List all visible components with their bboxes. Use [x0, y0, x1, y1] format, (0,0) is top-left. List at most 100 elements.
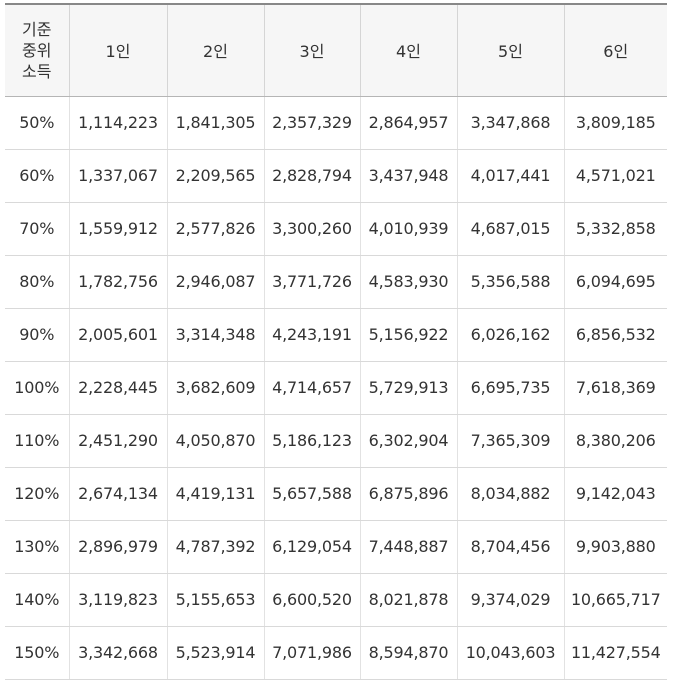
column-header-6-person: 6인 — [563, 3, 667, 97]
column-header-3-person: 3인 — [263, 3, 360, 97]
table-row: 60% 1,337,067 2,209,565 2,828,794 3,437,948 4… — [5, 149, 667, 203]
corner-header-cell: 기준 중위 소득 — [5, 3, 69, 97]
income-value-cell: 9,374,029 — [456, 573, 564, 627]
column-header-5-person: 5인 — [456, 3, 564, 97]
income-value-cell: 1,841,305 — [166, 96, 264, 150]
table-row: 50% 1,114,223 1,841,305 2,357,329 2,864,957 3… — [5, 96, 667, 150]
income-value-cell: 3,314,348 — [166, 308, 264, 362]
row-label-cell: 120% — [5, 467, 69, 521]
income-value-cell: 3,347,868 — [456, 96, 564, 150]
income-value-cell: 3,809,185 — [563, 96, 667, 150]
row-label-cell: 100% — [5, 361, 69, 415]
row-label-cell: 50% — [5, 96, 69, 150]
income-value-cell: 4,050,870 — [166, 414, 264, 468]
income-value-cell: 8,594,870 — [359, 626, 457, 680]
table-body: 50% 1,114,223 1,841,305 2,357,329 2,864,957 3… — [5, 96, 667, 680]
income-value-cell: 9,142,043 — [563, 467, 667, 521]
column-header-4-person: 4인 — [359, 3, 457, 97]
income-value-cell: 4,419,131 — [166, 467, 264, 521]
income-value-cell: 2,864,957 — [359, 96, 457, 150]
income-value-cell: 3,682,609 — [166, 361, 264, 415]
table-row: 70% 1,559,912 2,577,826 3,300,260 4,010,939 4… — [5, 202, 667, 256]
income-value-cell: 1,337,067 — [68, 149, 167, 203]
income-value-cell: 5,155,653 — [166, 573, 264, 627]
table-row: 110% 2,451,290 4,050,870 5,186,123 6,302,904… — [5, 414, 667, 468]
income-value-cell: 9,903,880 — [563, 520, 667, 574]
income-value-cell: 4,687,015 — [456, 202, 564, 256]
income-value-cell: 3,771,726 — [263, 255, 360, 309]
corner-header-line: 소득 — [22, 61, 52, 81]
row-label-cell: 80% — [5, 255, 69, 309]
table-row: 100% 2,228,445 3,682,609 4,714,657 5,729,913… — [5, 361, 667, 415]
corner-header-line: 기준 — [22, 19, 52, 39]
income-value-cell: 4,714,657 — [263, 361, 360, 415]
income-value-cell: 3,300,260 — [263, 202, 360, 256]
income-value-cell: 6,129,054 — [263, 520, 360, 574]
income-value-cell: 2,451,290 — [68, 414, 167, 468]
corner-header-label: 기준 중위 소득 — [17, 19, 57, 82]
income-value-cell: 2,209,565 — [166, 149, 264, 203]
income-value-cell: 8,034,882 — [456, 467, 564, 521]
row-label-cell: 90% — [5, 308, 69, 362]
income-value-cell: 6,875,896 — [359, 467, 457, 521]
income-value-cell: 10,043,603 — [456, 626, 564, 680]
table-row: 150% 3,342,668 5,523,914 7,071,986 8,594,870… — [5, 626, 667, 680]
row-label-cell: 60% — [5, 149, 69, 203]
table-row: 90% 2,005,601 3,314,348 4,243,191 5,156,922 6… — [5, 308, 667, 362]
income-value-cell: 6,600,520 — [263, 573, 360, 627]
income-value-cell: 8,021,878 — [359, 573, 457, 627]
income-value-cell: 2,357,329 — [263, 96, 360, 150]
income-value-cell: 11,427,554 — [563, 626, 667, 680]
income-value-cell: 2,005,601 — [68, 308, 167, 362]
income-value-cell: 1,114,223 — [68, 96, 167, 150]
income-value-cell: 2,946,087 — [166, 255, 264, 309]
income-value-cell: 8,704,456 — [456, 520, 564, 574]
income-value-cell: 8,380,206 — [563, 414, 667, 468]
income-value-cell: 7,448,887 — [359, 520, 457, 574]
row-label-cell: 130% — [5, 520, 69, 574]
income-value-cell: 2,228,445 — [68, 361, 167, 415]
column-header-2-person: 2인 — [166, 3, 264, 97]
table-row: 140% 3,119,823 5,155,653 6,600,520 8,021,878… — [5, 573, 667, 627]
row-label-cell: 70% — [5, 202, 69, 256]
table-row: 120% 2,674,134 4,419,131 5,657,588 6,875,896… — [5, 467, 667, 521]
income-value-cell: 5,523,914 — [166, 626, 264, 680]
income-value-cell: 3,342,668 — [68, 626, 167, 680]
income-value-cell: 7,071,986 — [263, 626, 360, 680]
income-value-cell: 5,156,922 — [359, 308, 457, 362]
table-row: 130% 2,896,979 4,787,392 6,129,054 7,448,887… — [5, 520, 667, 574]
income-value-cell: 6,695,735 — [456, 361, 564, 415]
row-label-cell: 110% — [5, 414, 69, 468]
row-label-cell: 150% — [5, 626, 69, 680]
income-value-cell: 5,657,588 — [263, 467, 360, 521]
income-value-cell: 4,010,939 — [359, 202, 457, 256]
income-value-cell: 4,017,441 — [456, 149, 564, 203]
income-value-cell: 3,119,823 — [68, 573, 167, 627]
median-income-table: 기준 중위 소득 1인 2인 3인 4인 5인 6인 50% 1,114,223 1… — [5, 3, 667, 680]
income-value-cell: 7,365,309 — [456, 414, 564, 468]
income-value-cell: 6,094,695 — [563, 255, 667, 309]
income-value-cell: 2,828,794 — [263, 149, 360, 203]
corner-header-line: 중위 — [22, 40, 52, 60]
income-value-cell: 1,559,912 — [68, 202, 167, 256]
income-value-cell: 5,356,588 — [456, 255, 564, 309]
row-label-cell: 140% — [5, 573, 69, 627]
income-value-cell: 2,577,826 — [166, 202, 264, 256]
income-value-cell: 4,583,930 — [359, 255, 457, 309]
header-row: 기준 중위 소득 1인 2인 3인 4인 5인 6인 — [5, 3, 667, 97]
income-value-cell: 6,026,162 — [456, 308, 564, 362]
income-value-cell: 2,674,134 — [68, 467, 167, 521]
column-header-1-person: 1인 — [68, 3, 167, 97]
income-value-cell: 7,618,369 — [563, 361, 667, 415]
income-value-cell: 1,782,756 — [68, 255, 167, 309]
income-value-cell: 6,856,532 — [563, 308, 667, 362]
income-value-cell: 5,186,123 — [263, 414, 360, 468]
income-value-cell: 10,665,717 — [563, 573, 667, 627]
income-value-cell: 5,332,858 — [563, 202, 667, 256]
income-table-container: 기준 중위 소득 1인 2인 3인 4인 5인 6인 50% 1,114,223 1… — [5, 3, 667, 680]
income-value-cell: 6,302,904 — [359, 414, 457, 468]
income-value-cell: 4,787,392 — [166, 520, 264, 574]
income-value-cell: 4,243,191 — [263, 308, 360, 362]
table-header: 기준 중위 소득 1인 2인 3인 4인 5인 6인 — [5, 3, 667, 97]
income-value-cell: 3,437,948 — [359, 149, 457, 203]
